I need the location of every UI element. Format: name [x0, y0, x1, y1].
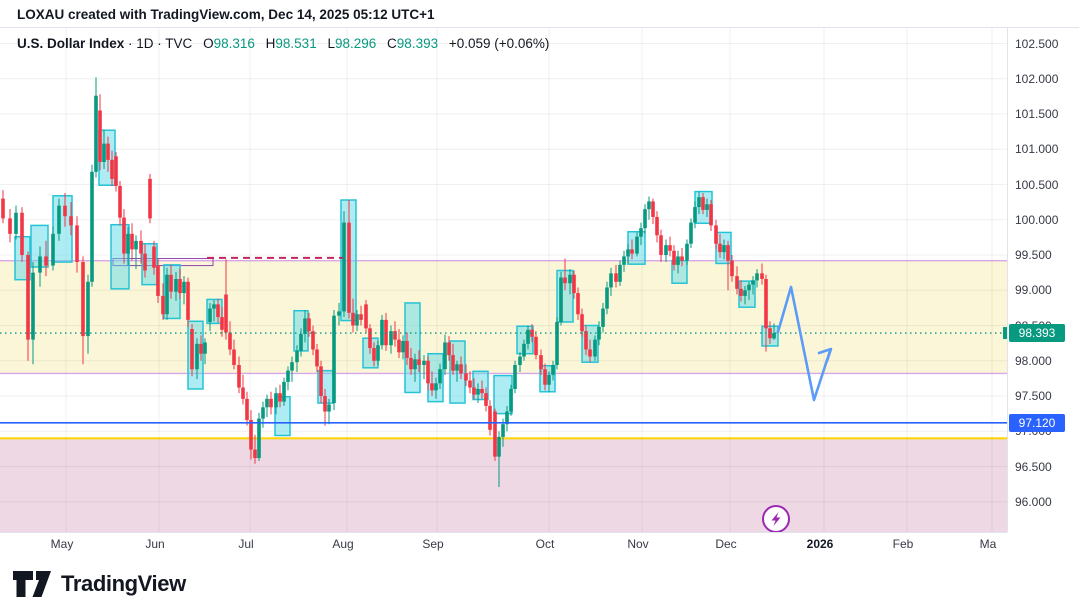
time-tick-label: 2026	[806, 537, 834, 551]
price-tick-label: 102.000	[1015, 71, 1059, 86]
price-tick-label: 99.000	[1015, 283, 1052, 298]
lightning-bolt-icon	[771, 512, 781, 526]
range-box	[52, 195, 73, 263]
ohlc-low-label: L	[327, 36, 335, 51]
price-tick-label: 101.500	[1015, 107, 1059, 121]
time-tick-label: Aug	[332, 537, 354, 551]
footer: TradingView	[0, 553, 1079, 615]
range-box	[738, 280, 756, 308]
symbol-legend: U.S. Dollar Index · 1D · TVC O98.316 H98…	[17, 36, 549, 51]
arrowhead	[817, 347, 833, 363]
time-tick-label: Jun	[145, 537, 165, 551]
price-tick-label: 101.000	[1015, 142, 1059, 157]
symbol-name: U.S. Dollar Index	[17, 36, 125, 51]
ohlc-open-label: O	[203, 36, 214, 51]
time-tick-label: Nov	[627, 537, 649, 551]
lightning-marker[interactable]	[762, 505, 790, 532]
time-tick-label: Jul	[238, 537, 254, 551]
price-tick-label: 96.000	[1015, 494, 1052, 509]
price-tick-label: 100.500	[1015, 177, 1059, 192]
tradingview-logo-icon	[13, 571, 51, 597]
time-tick-label: Dec	[715, 537, 737, 551]
time-tick-label: Sep	[422, 537, 444, 551]
ohlc-low-value: 98.296	[334, 36, 377, 51]
price-tick-label: 98.000	[1015, 353, 1052, 368]
price-tick-label: 96.500	[1015, 459, 1052, 474]
tradingview-logo-text: TradingView	[61, 571, 186, 596]
symbol-meta: · 1D · TVC	[128, 36, 193, 51]
price-axis[interactable]: 102.500 102.000 101.500 101.000 100.500 100.0…	[1007, 28, 1079, 532]
attribution-text: LOXAU created with TradingView.com, Dec …	[17, 7, 435, 22]
time-tick-label: May	[50, 537, 74, 551]
zones-layer	[0, 259, 1007, 532]
chart-panel: U.S. Dollar Index · 1D · TVC O98.316 H98…	[0, 27, 1079, 555]
ohlc-high-label: H	[265, 36, 276, 51]
ohlc-open-value: 98.316	[213, 36, 255, 51]
price-tick-label: 100.000	[1015, 212, 1059, 227]
price-tick-label: 99.500	[1015, 248, 1052, 262]
price-tick-label: 102.500	[1015, 36, 1059, 51]
price-tick-label: 97.500	[1015, 389, 1052, 403]
time-tick-label: Oct	[535, 537, 555, 551]
ohlc-high-value: 98.531	[275, 36, 317, 51]
range-box	[404, 302, 421, 394]
tradingview-logo[interactable]: TradingView	[12, 569, 186, 599]
ohlc-close-value: 98.393	[396, 36, 439, 51]
change-value: +0.059 (+0.06%)	[448, 36, 550, 51]
current-price-badge: 98.393	[1009, 324, 1065, 343]
time-tick-label: Ma	[979, 537, 997, 551]
arrow-drawing[interactable]	[776, 285, 833, 402]
time-tick-label: Feb	[892, 537, 914, 551]
time-axis[interactable]: May Jun Jul Aug Sep Oct Nov Dec 2026 Feb Ma	[0, 532, 1007, 555]
ohlc-close-label: C	[387, 36, 397, 51]
candlestick-chart[interactable]	[0, 28, 1007, 532]
price-chart-area[interactable]: U.S. Dollar Index · 1D · TVC O98.316 H98…	[0, 28, 1007, 532]
level-price-badge: 97.120	[1009, 413, 1065, 432]
price-edge-tick	[1003, 327, 1007, 340]
candles-layer	[1, 77, 776, 487]
